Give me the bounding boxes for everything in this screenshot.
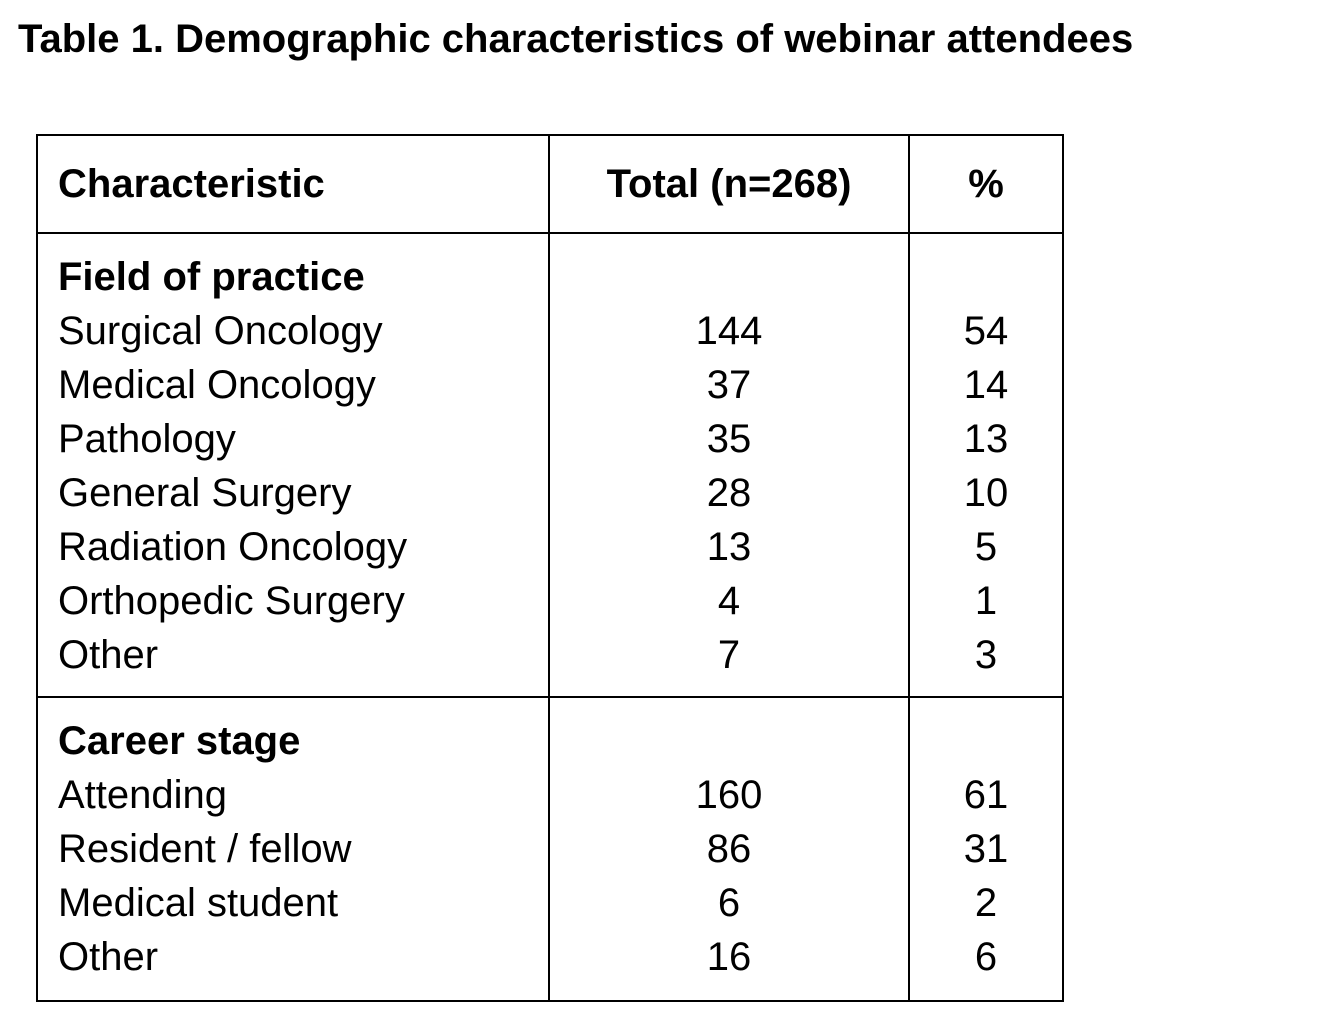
row-label: Radiation Oncology xyxy=(58,525,408,569)
group-title: Career stage xyxy=(58,719,301,763)
row-percent: 13 xyxy=(963,417,1009,461)
row-percent: 5 xyxy=(974,525,998,569)
row-label: Surgical Oncology xyxy=(58,309,383,353)
row-label: Orthopedic Surgery xyxy=(58,579,405,623)
group-title: Field of practice xyxy=(58,255,365,299)
row-total: 37 xyxy=(706,363,752,407)
group-spacer xyxy=(550,714,908,768)
row-percent: 10 xyxy=(963,471,1009,515)
label-column: Field of practice Surgical Oncology Medi… xyxy=(36,233,550,698)
row-percent: 61 xyxy=(963,773,1009,817)
row-label: Attending xyxy=(58,773,228,817)
row-label: Other xyxy=(58,935,159,979)
row-label: Pathology xyxy=(58,417,236,461)
total-column: 160 86 6 16 xyxy=(548,697,910,1002)
row-percent: 14 xyxy=(963,363,1009,407)
group-spacer xyxy=(910,714,1062,768)
row-label: General Surgery xyxy=(58,471,352,515)
group-spacer xyxy=(550,250,908,304)
header-characteristic: Characteristic xyxy=(36,134,550,234)
row-label: Medical Oncology xyxy=(58,363,376,407)
group-field-of-practice: Field of practice Surgical Oncology Medi… xyxy=(36,233,1064,698)
row-total: 86 xyxy=(706,827,752,871)
row-total: 7 xyxy=(717,633,741,677)
row-percent: 1 xyxy=(974,579,998,623)
row-percent: 54 xyxy=(963,309,1009,353)
group-career-stage: Career stage Attending Resident / fellow… xyxy=(36,697,1064,1002)
row-label: Other xyxy=(58,633,159,677)
row-percent: 3 xyxy=(974,633,998,677)
row-total: 28 xyxy=(706,471,752,515)
row-total: 4 xyxy=(717,579,741,623)
table-row: Field of practice Surgical Oncology Medi… xyxy=(36,233,1064,698)
percent-column: 54 14 13 10 5 1 3 xyxy=(908,233,1064,698)
demographics-table: Characteristic Total (n=268) % Field of … xyxy=(36,134,1064,1002)
table-caption: Table 1. Demographic characteristics of … xyxy=(18,17,1134,61)
row-total: 13 xyxy=(706,525,752,569)
row-total: 35 xyxy=(706,417,752,461)
header-total: Total (n=268) xyxy=(548,134,910,234)
row-label: Resident / fellow xyxy=(58,827,352,871)
row-label: Medical student xyxy=(58,881,339,925)
row-percent: 2 xyxy=(974,881,998,925)
total-column: 144 37 35 28 13 4 7 xyxy=(548,233,910,698)
table-header-row: Characteristic Total (n=268) % xyxy=(36,134,1064,234)
group-spacer xyxy=(910,250,1062,304)
row-total: 144 xyxy=(695,309,763,353)
label-column: Career stage Attending Resident / fellow… xyxy=(36,697,550,1002)
header-percent: % xyxy=(908,134,1064,234)
row-percent: 6 xyxy=(974,935,998,979)
row-total: 160 xyxy=(695,773,763,817)
row-percent: 31 xyxy=(963,827,1009,871)
row-total: 16 xyxy=(706,935,752,979)
percent-column: 61 31 2 6 xyxy=(908,697,1064,1002)
row-total: 6 xyxy=(717,881,741,925)
table-row: Career stage Attending Resident / fellow… xyxy=(36,697,1064,1002)
